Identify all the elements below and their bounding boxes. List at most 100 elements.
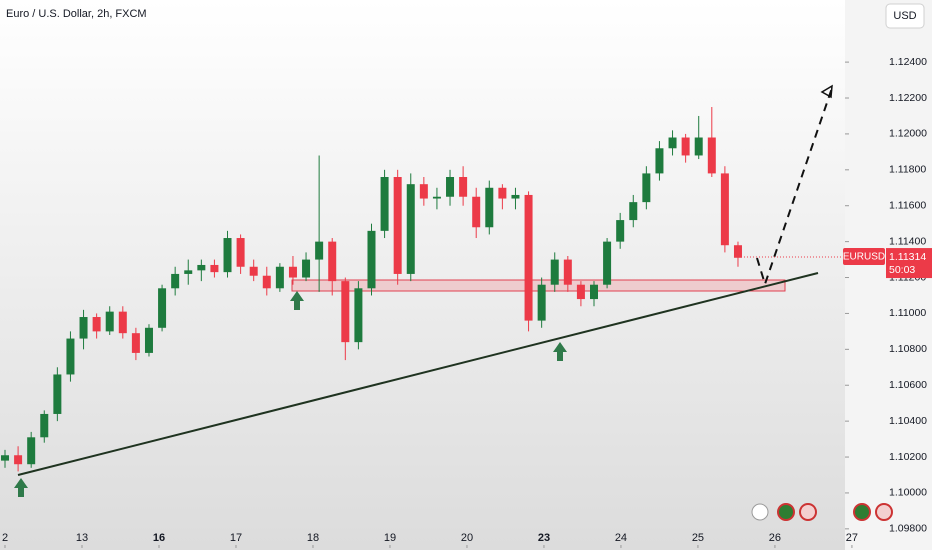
x-tick-label: 23: [538, 532, 550, 544]
candle-body: [118, 311, 127, 334]
y-tick-label: 1.10800: [889, 343, 927, 355]
x-tick-label: 18: [307, 532, 319, 544]
currency-label: USD: [893, 10, 916, 22]
x-tick-label: 16: [153, 532, 165, 544]
y-tick-label: 1.11400: [889, 235, 926, 247]
candle-body: [262, 275, 271, 289]
chart-title: Euro / U.S. Dollar, 2h, FXCM: [6, 8, 147, 20]
candle-body: [341, 281, 350, 343]
up-arrow: [553, 342, 567, 361]
candle-body: [406, 184, 415, 274]
candle-body: [1, 455, 10, 461]
candle-body: [629, 202, 638, 221]
price-badge: [886, 248, 932, 279]
icon: [799, 503, 817, 521]
candle-body: [79, 317, 88, 339]
candle-body: [720, 173, 729, 246]
arrow-markers: [14, 291, 567, 497]
x-tick-label: 13: [76, 532, 88, 544]
x-tick-label: 25: [692, 532, 704, 544]
y-tick-label: 1.10000: [889, 487, 927, 499]
candle-body: [236, 238, 245, 267]
candle-body: [210, 264, 219, 273]
candle-body: [459, 176, 468, 197]
y-tick-label: 1.11800: [889, 164, 926, 176]
y-tick-label: 1.10400: [889, 415, 927, 427]
projection-arrowhead: [820, 84, 833, 99]
candle-body: [616, 220, 625, 242]
candle-body: [288, 266, 297, 278]
candle-body: [27, 437, 36, 465]
candle-body: [328, 241, 337, 282]
y-tick-label: 1.11600: [889, 200, 926, 212]
last-price-label: 1.11314: [889, 251, 926, 263]
y-tick-label: 1.12400: [889, 56, 927, 68]
candle-body: [432, 196, 441, 199]
candle-body: [733, 245, 742, 258]
candle-body: [302, 259, 311, 278]
candle-body: [511, 194, 520, 199]
x-tick-label: 17: [230, 532, 242, 544]
candle-body: [590, 284, 599, 300]
symbol-badge: [843, 248, 885, 266]
candle-body: [53, 374, 62, 414]
candle-body: [642, 173, 651, 203]
x-tick-label: 26: [769, 532, 781, 544]
candle-body: [524, 194, 533, 321]
currency-button[interactable]: [885, 3, 925, 29]
candle-body: [144, 327, 153, 353]
y-tick-label: 1.10600: [889, 379, 927, 391]
plot-background: [0, 0, 845, 550]
candle-body: [92, 317, 101, 332]
x-tick-label: 24: [615, 532, 627, 544]
symbol-label: EURUSD: [843, 252, 885, 263]
footer-icons: [751, 503, 893, 521]
candle-body: [197, 264, 206, 271]
x-tick-label: 20: [461, 532, 473, 544]
x-tick-label: 19: [384, 532, 396, 544]
candle-body: [655, 148, 664, 174]
candle-body: [707, 137, 716, 174]
candle-body: [576, 284, 585, 300]
candle-body: [380, 176, 389, 231]
trend-line: [17, 272, 819, 476]
candle-body: [367, 230, 376, 289]
x-tick-label: 27: [846, 532, 858, 544]
candle-body: [158, 288, 167, 328]
candle-body: [275, 266, 284, 289]
candle-body: [40, 413, 49, 438]
candle-body: [563, 259, 572, 285]
y-tick-label: 1.12000: [889, 128, 927, 140]
candle-body: [498, 187, 507, 199]
y-tick-label: 1.12200: [889, 92, 927, 104]
candle-body: [105, 311, 114, 332]
up-arrow: [14, 478, 28, 497]
countdown-label: 50:03: [889, 264, 915, 276]
candle-body: [550, 259, 559, 285]
candle-body: [223, 238, 232, 273]
candle-body: [472, 196, 481, 228]
candle-body: [603, 241, 612, 285]
y-tick-label: 1.11000: [889, 307, 926, 319]
candle-body: [681, 137, 690, 156]
candle-body: [485, 187, 494, 228]
candle-body: [354, 288, 363, 343]
icon: [777, 503, 795, 521]
candle-body: [315, 241, 324, 260]
candle-body: [249, 266, 258, 276]
candle-body: [171, 273, 180, 289]
icon: [751, 503, 769, 521]
candle-body: [419, 184, 428, 199]
x-tick-label: 2: [2, 532, 8, 544]
candle-body: [694, 137, 703, 156]
y-tick-label: 1.10200: [889, 451, 927, 463]
y-tick-label: 1.09800: [889, 523, 927, 535]
candle-body: [446, 176, 455, 197]
candle-body: [66, 338, 75, 375]
candle-body: [537, 284, 546, 321]
candle-body: [131, 333, 140, 353]
candle-body: [393, 176, 402, 274]
candle-body: [668, 137, 677, 149]
up-arrow: [290, 291, 304, 310]
